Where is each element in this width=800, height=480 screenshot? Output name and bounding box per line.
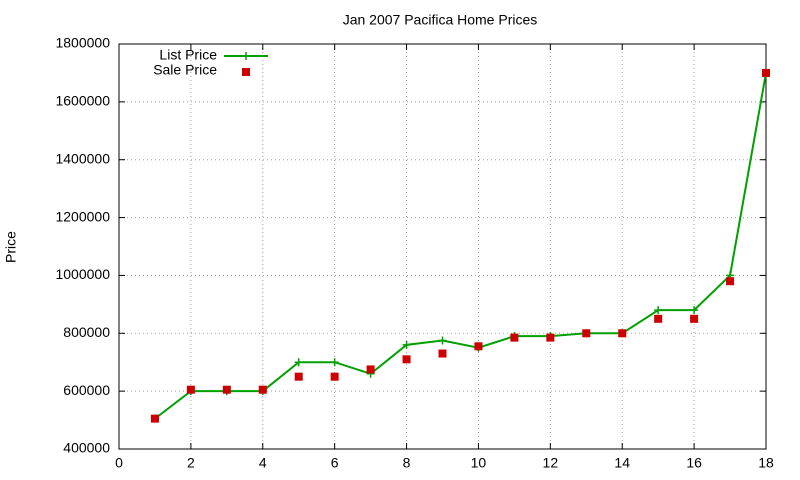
point-marker	[294, 372, 303, 381]
point-marker	[438, 336, 447, 345]
point-marker	[186, 385, 195, 394]
y-tick-label: 1800000	[55, 35, 110, 51]
x-tick-label: 2	[187, 455, 195, 471]
x-tick-label: 14	[614, 455, 630, 471]
y-tick-label: 1400000	[55, 150, 110, 166]
y-tick-label: 1000000	[55, 266, 110, 282]
legend-swatch	[242, 68, 250, 76]
point-marker	[654, 306, 663, 315]
point-marker	[402, 340, 411, 349]
point-marker	[258, 385, 267, 394]
point-marker	[330, 372, 339, 381]
point-marker	[366, 365, 375, 374]
point-marker	[654, 314, 663, 323]
point-marker	[438, 349, 447, 358]
point-marker	[402, 355, 411, 364]
y-tick-label: 800000	[63, 324, 110, 340]
point-marker	[690, 314, 699, 323]
y-axis-label: Price	[3, 231, 19, 263]
plot-frame	[118, 43, 767, 450]
legend-label: Sale Price	[153, 62, 217, 78]
y-tick-label: 1600000	[55, 93, 110, 109]
x-tick-label: 10	[471, 455, 487, 471]
point-marker	[618, 329, 627, 338]
x-tick-label: 4	[259, 455, 267, 471]
x-tick-label: 0	[115, 455, 123, 471]
point-marker	[690, 306, 699, 315]
point-marker	[474, 342, 483, 351]
legend-label: List Price	[159, 47, 217, 63]
y-tick-label: 1200000	[55, 208, 110, 224]
legend-swatch	[242, 52, 250, 60]
line	[154, 72, 767, 420]
y-tick-label: 600000	[63, 382, 110, 398]
point-marker	[762, 68, 770, 77]
x-tick-label: 16	[686, 455, 702, 471]
point-marker	[582, 329, 591, 338]
y-tick-label: 400000	[63, 440, 110, 456]
point-marker	[546, 333, 555, 342]
point-marker	[510, 333, 519, 342]
x-tick-label: 8	[403, 455, 411, 471]
x-tick-label: 12	[543, 455, 559, 471]
x-tick-label: 6	[331, 455, 339, 471]
x-tick-label: 18	[758, 455, 774, 471]
point-marker	[330, 358, 339, 367]
chart-title: Jan 2007 Pacifica Home Prices	[343, 12, 538, 28]
point-marker	[150, 414, 159, 423]
point-marker	[222, 385, 231, 394]
point-marker	[726, 277, 735, 286]
point-marker	[294, 358, 303, 367]
